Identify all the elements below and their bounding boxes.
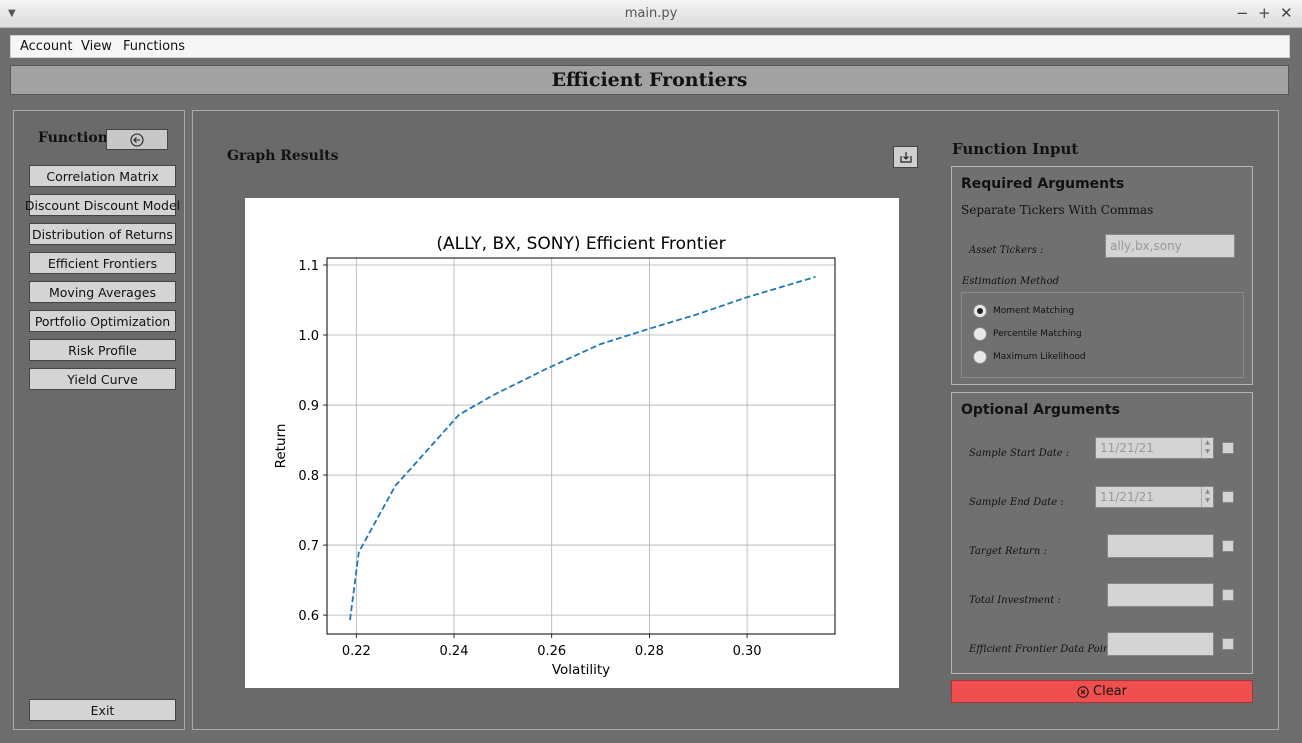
spin-arrows-icon[interactable]: ▲ ▼ [1201, 487, 1213, 507]
tickers-note: Separate Tickers With Commas [961, 203, 1154, 217]
x-tick-label: 0.28 [635, 644, 664, 659]
end-date-value: 11/21/21 [1100, 490, 1154, 504]
data-points-label: Efficient Frontier Data Points : [969, 644, 1126, 655]
optional-arguments-group: Optional Arguments Sample Start Date : 1… [951, 392, 1253, 674]
sidebar-item-moving-averages[interactable]: Moving Averages [29, 281, 176, 303]
window-menu-icon[interactable]: ▼ [8, 8, 16, 19]
radio-moment-matching[interactable]: Moment Matching [973, 304, 1074, 318]
chart-container: 0.22 0.24 0.26 0.28 0.30 0.6 0.7 0.8 0.9 1.0 1.1 (A… [245, 198, 899, 688]
chart-title: (ALLY, BX, SONY) Efficient Frontier [436, 234, 725, 254]
function-input-title: Function Input [952, 140, 1079, 158]
sidebar-title: Functions [38, 130, 116, 146]
y-tick-label: 1.1 [298, 259, 319, 274]
menu-functions[interactable]: Functions [123, 39, 186, 54]
estimation-method-label: Estimation Method [962, 276, 1059, 287]
main-panel: Graph Results 0.22 0.24 0.26 0.28 0.30 0.6 0.7… [192, 110, 1279, 730]
exit-button[interactable]: Exit [29, 699, 176, 721]
plot-frame [326, 257, 836, 635]
sidebar-item-distribution-of-returns[interactable]: Distribution of Returns [29, 223, 176, 245]
page-title: Efficient Frontiers [551, 69, 748, 91]
window-titlebar: ▼ main.py − + ✕ [0, 0, 1302, 28]
start-date-value: 11/21/21 [1100, 441, 1154, 455]
x-tick-label: 0.26 [537, 644, 566, 659]
y-tick-label: 0.8 [298, 469, 319, 484]
page-header: Efficient Frontiers [10, 65, 1289, 95]
sidebar-item-discount-model[interactable]: Discount Discount Model [25, 194, 180, 216]
x-tick-label: 0.30 [733, 644, 762, 659]
total-investment-checkbox[interactable] [1222, 589, 1234, 601]
menubar: Account View Functions [10, 35, 1290, 58]
menu-view[interactable]: View [81, 39, 112, 54]
optional-arguments-heading: Optional Arguments [961, 402, 1120, 418]
y-tick-label: 1.0 [298, 329, 319, 344]
x-axis-label: Volatility [552, 662, 610, 678]
spin-arrows-icon[interactable]: ▲ ▼ [1201, 438, 1213, 458]
y-tick-label: 0.6 [298, 609, 319, 624]
sidebar-item-yield-curve[interactable]: Yield Curve [29, 368, 176, 390]
target-return-checkbox[interactable] [1222, 540, 1234, 552]
total-investment-input[interactable] [1107, 583, 1214, 607]
sidebar-item-efficient-frontiers[interactable]: Efficient Frontiers [29, 252, 176, 274]
back-button[interactable] [106, 129, 168, 150]
asset-tickers-input[interactable]: ally,bx,sony [1105, 234, 1235, 258]
data-points-checkbox[interactable] [1222, 638, 1234, 650]
end-date-label: Sample End Date : [969, 497, 1064, 508]
back-arrow-icon [130, 132, 144, 147]
start-date-input[interactable]: 11/21/21 ▲ ▼ [1095, 437, 1214, 459]
download-icon [899, 152, 912, 163]
end-date-checkbox[interactable] [1222, 491, 1234, 503]
y-tick-label: 0.7 [298, 539, 319, 554]
graph-results-title: Graph Results [227, 148, 339, 164]
sidebar-item-portfolio-optimization[interactable]: Portfolio Optimization [29, 310, 176, 332]
menu-account[interactable]: Account [20, 39, 73, 54]
close-icon[interactable]: ✕ [1280, 4, 1293, 22]
total-investment-label: Total Investment : [969, 595, 1061, 606]
x-tick-label: 0.24 [440, 644, 469, 659]
y-axis-label: Return [273, 424, 289, 469]
data-points-input[interactable] [1107, 632, 1214, 656]
clear-button[interactable]: Clear [951, 680, 1253, 703]
clear-icon [1077, 685, 1089, 698]
frontier-line [349, 276, 816, 621]
radio-percentile-matching[interactable]: Percentile Matching [973, 327, 1082, 341]
radio-label: Percentile Matching [993, 329, 1082, 339]
sidebar-item-correlation-matrix[interactable]: Correlation Matrix [29, 165, 176, 187]
start-date-checkbox[interactable] [1222, 442, 1234, 454]
start-date-label: Sample Start Date : [969, 448, 1070, 459]
functions-sidebar: Functions Correlation Matrix Discount Di… [13, 110, 185, 730]
required-arguments-heading: Required Arguments [961, 176, 1125, 192]
radio-button[interactable] [973, 304, 987, 318]
estimation-method-box: Moment Matching Percentile Matching Maxi… [961, 292, 1244, 378]
target-return-label: Target Return : [969, 546, 1047, 557]
download-button[interactable] [893, 146, 918, 168]
x-tick-label: 0.22 [342, 644, 371, 659]
maximize-icon[interactable]: + [1258, 4, 1271, 22]
radio-label: Moment Matching [993, 306, 1075, 316]
target-return-input[interactable] [1107, 534, 1214, 558]
radio-maximum-likelihood[interactable]: Maximum Likelihood [973, 350, 1086, 364]
sidebar-item-risk-profile[interactable]: Risk Profile [29, 339, 176, 361]
radio-button[interactable] [973, 327, 987, 341]
clear-label: Clear [1093, 684, 1127, 699]
end-date-input[interactable]: 11/21/21 ▲ ▼ [1095, 486, 1214, 508]
radio-label: Maximum Likelihood [993, 352, 1086, 362]
required-arguments-group: Required Arguments Separate Tickers With… [951, 166, 1253, 385]
minimize-icon[interactable]: − [1236, 4, 1249, 22]
radio-button[interactable] [973, 350, 987, 364]
window-title: main.py [624, 6, 678, 21]
y-tick-label: 0.9 [298, 399, 319, 414]
efficient-frontier-chart: 0.22 0.24 0.26 0.28 0.30 0.6 0.7 0.8 0.9 1.0 1.1 (A… [273, 234, 836, 678]
asset-tickers-label: Asset Tickers : [969, 245, 1044, 256]
